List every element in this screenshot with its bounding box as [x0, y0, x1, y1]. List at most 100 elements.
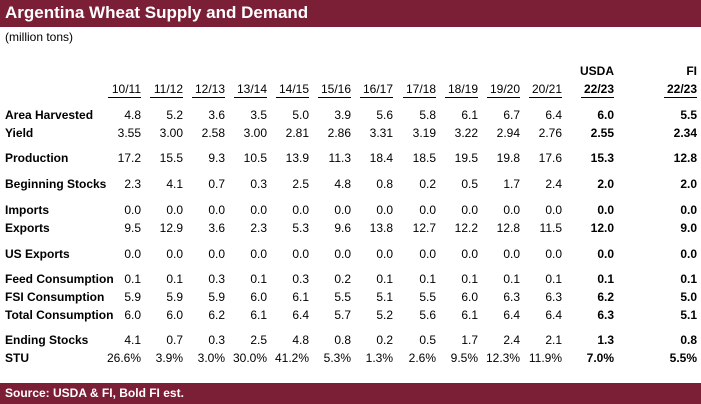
table-cell: 2.76 — [538, 126, 562, 140]
table-cell: 5.6 — [419, 308, 436, 322]
table-cell: 0.0 — [124, 247, 141, 261]
table-cell: 13.9 — [285, 151, 309, 165]
table-cell: 0.0 — [461, 203, 478, 217]
table-cell: 5.5 — [680, 108, 697, 122]
table-cell: 0.7 — [166, 333, 183, 347]
table-cell: 9.5% — [450, 351, 478, 365]
table-cell: 2.58 — [201, 126, 225, 140]
table-cell: 3.6 — [208, 221, 225, 235]
table-cell: 0.3 — [292, 272, 309, 286]
row-label: FSI Consumption — [5, 290, 105, 304]
column-header-year: 18/19 — [447, 82, 478, 96]
column-header-underline — [150, 97, 183, 98]
table-cell: 0.1 — [166, 272, 183, 286]
table-cell: 0.0 — [680, 247, 697, 261]
table-cell: 41.2% — [274, 351, 309, 365]
table-cell: 0.8 — [334, 333, 351, 347]
table-cell: 0.3 — [208, 272, 225, 286]
table-cell: 3.00 — [243, 126, 267, 140]
table-cell: 6.3 — [545, 290, 562, 304]
table-cell: 1.7 — [461, 333, 478, 347]
table-cell: 0.8 — [376, 177, 393, 191]
table-cell: 3.31 — [369, 126, 393, 140]
table-cell: 0.0 — [545, 203, 562, 217]
table-cell: 12.2 — [454, 221, 478, 235]
table-cell: 5.0 — [292, 108, 309, 122]
table-cell: 4.1 — [124, 333, 141, 347]
table-cell: 0.7 — [208, 177, 225, 191]
table-cell: 5.9 — [166, 290, 183, 304]
row-label: US Exports — [5, 247, 70, 261]
column-header-year: 10/11 — [111, 82, 141, 96]
table-cell: 0.8 — [680, 333, 697, 347]
table-cell: 17.6 — [538, 151, 562, 165]
table-cell: 0.1 — [124, 272, 141, 286]
row-label: Beginning Stocks — [5, 177, 107, 191]
table-cell: 6.2 — [597, 290, 614, 304]
table-cell: 5.1 — [376, 290, 393, 304]
table-cell: 12.9 — [159, 221, 183, 235]
table-cell: 0.0 — [597, 203, 614, 217]
row-label: STU — [5, 351, 29, 365]
table-cell: 2.3 — [124, 177, 141, 191]
table-cell: 11.3 — [328, 151, 351, 165]
column-header-year: 22/23 — [583, 82, 614, 96]
table-cell: 0.0 — [250, 247, 267, 261]
table-cell: 0.1 — [680, 272, 697, 286]
table-cell: 0.0 — [292, 203, 309, 217]
table-cell: 18.4 — [369, 151, 393, 165]
table-cell: 0.2 — [376, 333, 393, 347]
table-cell: 2.4 — [545, 177, 562, 191]
column-header-year: 11/12 — [153, 82, 183, 96]
table-cell: 5.0 — [680, 290, 697, 304]
row-label: Area Harvested — [5, 108, 94, 122]
table-cell: 6.0 — [166, 308, 183, 322]
table-cell: 0.1 — [250, 272, 267, 286]
table-cell: 3.22 — [454, 126, 478, 140]
table-cell: 0.3 — [208, 333, 225, 347]
row-label: Ending Stocks — [5, 333, 89, 347]
table-cell: 0.0 — [334, 203, 351, 217]
column-header-year: 13/14 — [236, 82, 267, 96]
table-cell: 3.9 — [334, 108, 351, 122]
table-cell: 0.1 — [597, 272, 614, 286]
table-cell: 5.2 — [376, 308, 393, 322]
table-cell: 6.0 — [461, 290, 478, 304]
table-cell: 9.3 — [208, 151, 225, 165]
table-cell: 11.5 — [539, 221, 562, 235]
column-header-year: 14/15 — [278, 82, 309, 96]
table-cell: 2.55 — [590, 126, 614, 140]
table-cell: 5.1 — [680, 308, 697, 322]
table-cell: 2.94 — [496, 126, 520, 140]
table-cell: 6.0 — [597, 108, 614, 122]
row-label: Production — [5, 151, 69, 165]
table-cell: 9.6 — [334, 221, 351, 235]
table-cell: 13.8 — [369, 221, 393, 235]
table-cell: 10.5 — [243, 151, 267, 165]
table-cell: 12.8 — [496, 221, 520, 235]
table-cell: 19.8 — [496, 151, 520, 165]
table-cell: 1.7 — [503, 177, 520, 191]
table-cell: 5.9 — [208, 290, 225, 304]
table-cell: 2.1 — [545, 333, 562, 347]
table-cell: 0.0 — [545, 247, 562, 261]
table-cell: 6.0 — [250, 290, 267, 304]
table-cell: 0.0 — [166, 247, 183, 261]
table-cell: 6.4 — [503, 308, 520, 322]
table-cell: 6.1 — [461, 108, 478, 122]
table-cell: 0.1 — [503, 272, 520, 286]
column-header-year: 16/17 — [362, 82, 393, 96]
table-cell: 4.1 — [166, 177, 183, 191]
table-cell: 5.2 — [166, 108, 183, 122]
table-cell: 0.0 — [292, 247, 309, 261]
table-cell: 0.0 — [419, 203, 436, 217]
table-cell: 5.5% — [669, 351, 697, 365]
table-cell: 0.1 — [376, 272, 393, 286]
table-cell: 12.7 — [412, 221, 436, 235]
table-cell: 5.5 — [419, 290, 436, 304]
table-cell: 0.0 — [680, 203, 697, 217]
column-header-underline — [487, 97, 520, 98]
column-header-underline — [445, 97, 478, 98]
table-cell: 0.0 — [250, 203, 267, 217]
table-cell: 0.1 — [461, 272, 478, 286]
